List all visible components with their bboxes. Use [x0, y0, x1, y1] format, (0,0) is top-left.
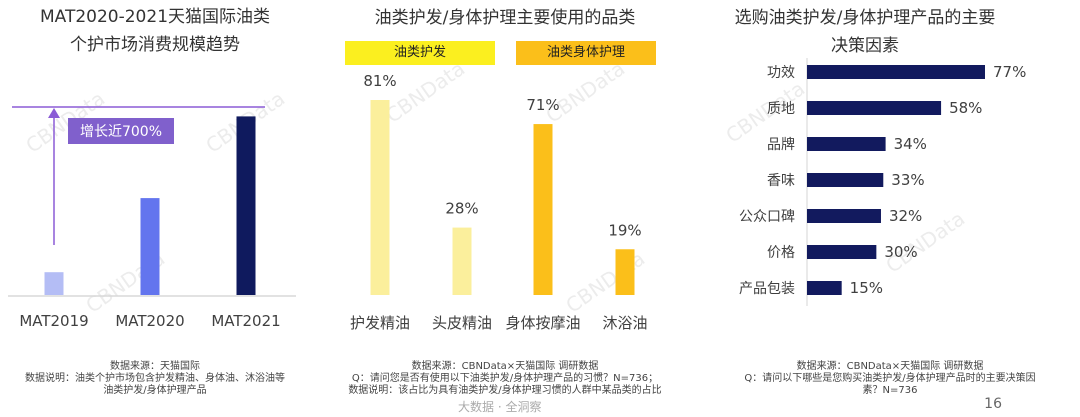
chart3-value-label: 58%: [949, 99, 982, 117]
chart1-growth-arrowhead: [48, 108, 60, 118]
chart3-bar-功效: [807, 65, 985, 79]
chart2-source-line1: 数据来源：CBNData×天猫国际 调研数据: [411, 361, 599, 372]
chart3-y-tick: 价格: [767, 245, 795, 261]
chart2-x-tick: 沐浴油: [602, 314, 647, 332]
group-label-body-oil: 油类身体护理: [516, 41, 656, 65]
chart1-bar-MAT2021: [236, 116, 256, 296]
chart3-title-line1: 选购油类护发/身体护理产品的主要: [734, 8, 996, 28]
chart1-growth-label-box: [68, 118, 174, 144]
chart3-value-label: 77%: [993, 63, 1026, 81]
chart3-y-tick: 功效: [767, 65, 795, 81]
chart3-bar-公众口碑: [807, 209, 881, 223]
chart3-y-tick: 质地: [767, 101, 795, 117]
chart3-value-label: 32%: [889, 207, 922, 225]
chart2-bar-沐浴油: [615, 249, 635, 295]
footer-brand: 大数据 · 全洞察: [458, 400, 542, 414]
chart3-value-label: 30%: [884, 243, 917, 261]
chart1-bar-MAT2019: [44, 272, 64, 295]
chart2-value-label: 71%: [526, 96, 559, 114]
chart1-title: MAT2020-2021天猫国际油类 个护市场消费规模趋势: [10, 3, 300, 59]
chart1-x-tick: MAT2020: [115, 312, 184, 330]
chart2-source-line3: 数据说明：该占比为具有油类护发/身体护理习惯的人群中某品类的占比: [348, 385, 662, 396]
chart3-bar-质地: [807, 101, 942, 115]
chart3-source: 数据来源：CBNData×天猫国际 调研数据 Q：请问以下哪些是您购买油类护发/…: [720, 361, 1060, 397]
chart1-source: 数据来源：天猫国际 数据说明：油类个护市场包含护发精油、身体油、沐浴油等 油类护…: [0, 361, 310, 397]
chart2-bar-护发精油: [370, 100, 390, 295]
chart1-x-tick: MAT2019: [19, 312, 88, 330]
chart3-title-line2: 决策因素: [831, 36, 899, 56]
chart2-source: 数据来源：CBNData×天猫国际 调研数据 Q：请问您是否有使用以下油类护发/…: [330, 361, 680, 397]
chart3-bar-价格: [807, 245, 877, 259]
chart2-bar-头皮精油: [452, 227, 472, 295]
group-label-hair-oil: 油类护发: [345, 41, 495, 65]
chart1-growth-label: 增长近700%: [80, 124, 162, 140]
chart3-bar-香味: [807, 173, 884, 187]
chart3-title: 选购油类护发/身体护理产品的主要 决策因素: [715, 4, 1015, 60]
chart3-value-label: 33%: [891, 171, 924, 189]
chart2-x-tick: 身体按摩油: [505, 314, 580, 332]
chart3-source-line2: Q：请问以下哪些是您购买油类护发/身体护理产品时的主要决策因: [744, 373, 1036, 384]
chart2-value-label: 19%: [608, 221, 641, 239]
chart2-bar-身体按摩油: [533, 124, 553, 296]
chart2-source-line2: Q：请问您是否有使用以下油类护发/身体护理产品的习惯？N=736；: [351, 373, 659, 384]
chart1-bar-MAT2020: [140, 198, 160, 295]
chart2-value-label: 81%: [363, 72, 396, 90]
chart1-title-line1: MAT2020-2021天猫国际油类: [39, 7, 271, 27]
chart3-source-line1: 数据来源：CBNData×天猫国际 调研数据: [796, 361, 984, 372]
chart1-source-line2: 数据说明：油类个护市场包含护发精油、身体油、沐浴油等: [25, 373, 285, 384]
chart3-y-tick: 香味: [767, 173, 795, 189]
chart3-source-line3: 素？N=736: [862, 385, 918, 396]
chart1-title-line2: 个护市场消费规模趋势: [70, 35, 240, 55]
chart2-x-tick: 头皮精油: [432, 314, 492, 332]
chart2-x-tick: 护发精油: [350, 314, 410, 332]
chart2-title: 油类护发/身体护理主要使用的品类: [345, 4, 665, 32]
chart1-x-tick: MAT2021: [211, 312, 280, 330]
chart3-value-label: 34%: [894, 135, 927, 153]
chart3-bar-产品包装: [807, 281, 842, 295]
chart1-source-line3: 油类护发/身体护理产品: [103, 385, 207, 396]
chart3-value-label: 15%: [850, 279, 883, 297]
chart3-y-tick: 公众口碑: [739, 209, 795, 225]
chart3-y-tick: 品牌: [767, 136, 795, 153]
chart1-source-line1: 数据来源：天猫国际: [110, 361, 200, 372]
chart2-value-label: 28%: [445, 200, 478, 218]
chart3-y-tick: 产品包装: [739, 281, 795, 297]
page-number: 16: [984, 396, 1002, 412]
chart3-bar-品牌: [807, 137, 886, 151]
chart2-title-text: 油类护发/身体护理主要使用的品类: [374, 8, 636, 28]
